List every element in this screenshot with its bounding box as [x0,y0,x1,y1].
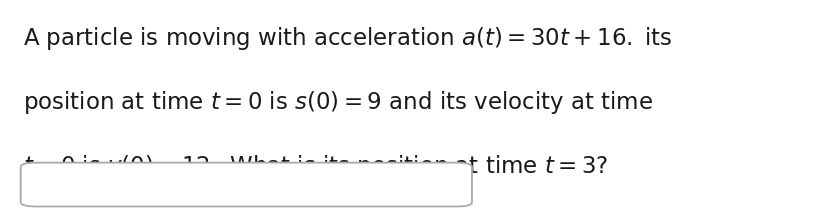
Text: position at time $t = 0$ is $s(0) = 9$ and its velocity at time: position at time $t = 0$ is $s(0) = 9$ a… [23,89,653,116]
Text: A particle is moving with acceleration $a(t) = 30t + 16.$ its: A particle is moving with acceleration $… [23,25,672,52]
Text: $t = 0$ is $v(0) = 12.$ What is its position at time $t = 3$?: $t = 0$ is $v(0) = 12.$ What is its posi… [23,153,608,180]
FancyBboxPatch shape [21,163,471,207]
